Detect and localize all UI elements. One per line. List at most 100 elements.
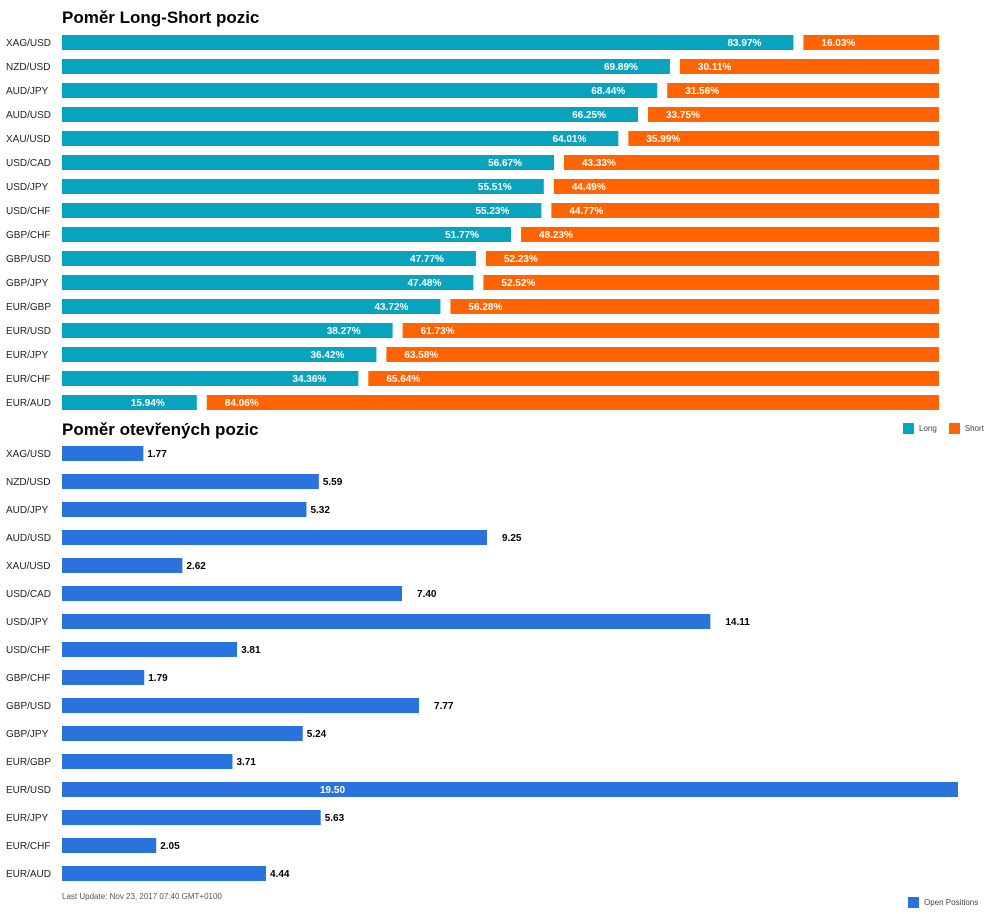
category-label-open-eur-usd: EUR/USD [6,785,51,796]
bar-open-gbp-usd [62,698,420,713]
bar-long-eur-jpy [62,347,377,362]
category-label-eur-chf: EUR/CHF [6,374,50,385]
bar-label-open-aud-usd: 9.25 [502,533,522,544]
bar-label-short-eur-aud: 84.06% [225,398,259,409]
category-label-open-eur-gbp: EUR/GBP [6,757,51,768]
category-label-usd-chf: USD/CHF [6,206,50,217]
bar-label-short-xag-usd: 16.03% [821,38,855,49]
bar-long-usd-chf [62,203,542,218]
bar-open-eur-jpy [62,810,321,825]
bar-label-short-gbp-usd: 52.23% [504,254,538,265]
bar-label-long-xag-usd: 83.97% [727,38,761,49]
bar-label-short-gbp-chf: 48.23% [539,230,573,241]
legend-label-open-positions: Open Positions [924,898,979,907]
bar-label-short-eur-usd: 61.73% [421,326,455,337]
bar-short-aud-usd [648,107,939,122]
bar-open-eur-usd [62,782,958,797]
bar-short-gbp-usd [485,251,939,266]
long-short-chart-title: Poměr Long-Short pozic [62,8,260,27]
bar-open-aud-jpy [62,502,307,517]
bar-open-eur-aud [62,866,267,881]
bar-label-long-usd-cad: 56.67% [488,158,522,169]
legend-label-short: Short [964,424,984,433]
category-label-open-eur-jpy: EUR/JPY [6,813,49,824]
bar-label-long-usd-chf: 55.23% [475,206,509,217]
category-label-open-xag-usd: XAG/USD [6,449,51,460]
bar-open-nzd-usd [62,474,319,489]
bar-label-open-eur-usd: 19.50 [320,785,345,796]
category-label-open-gbp-usd: GBP/USD [6,701,51,712]
legend-item-long: Long [903,423,937,434]
bar-short-usd-cad [563,155,939,170]
bar-label-long-gbp-jpy: 47.48% [407,278,441,289]
bar-open-usd-cad [62,586,403,601]
bar-label-open-xau-usd: 2.62 [186,561,206,572]
category-label-eur-jpy: EUR/JPY [6,350,49,361]
long-short-chart: XAG/USD 83.97% 16.03% NZD/USD 69.89% 30.11% AU… [6,35,940,410]
bar-open-aud-usd [62,530,488,545]
bar-label-long-eur-chf: 34.36% [292,374,326,385]
category-label-nzd-usd: NZD/USD [6,62,50,73]
bar-long-gbp-chf [62,227,512,242]
open-positions-legend: Open Positions [908,897,978,908]
bar-label-short-usd-chf: 44.77% [569,206,603,217]
bar-label-long-nzd-usd: 69.89% [604,62,638,73]
bar-label-long-eur-gbp: 43.72% [375,302,409,313]
bar-long-gbp-jpy [62,275,474,290]
bar-label-open-xag-usd: 1.77 [147,449,167,460]
legend-item-short: Short [948,423,984,434]
bar-label-open-usd-jpy: 14.11 [725,617,750,628]
bar-label-open-aud-jpy: 5.32 [310,505,330,516]
bar-label-long-eur-aud: 15.94% [131,398,165,409]
bar-label-short-eur-gbp: 56.28% [468,302,502,313]
bar-label-long-aud-jpy: 68.44% [591,86,625,97]
category-label-open-usd-chf: USD/CHF [6,645,50,656]
bar-label-long-aud-usd: 66.25% [572,110,606,121]
bar-short-eur-jpy [386,347,939,362]
bar-long-eur-usd [62,323,393,338]
bar-short-usd-jpy [553,179,939,194]
legend-swatch-open-positions [908,897,919,908]
bar-label-open-eur-aud: 4.44 [270,869,290,880]
bar-label-short-aud-jpy: 31.56% [685,86,719,97]
bar-label-short-usd-jpy: 44.49% [572,182,606,193]
bar-short-gbp-jpy [483,275,939,290]
open-positions-chart-title: Poměr otevřených pozic [62,420,259,439]
bar-long-usd-cad [62,155,554,170]
bar-open-eur-gbp [62,754,233,769]
bar-label-long-eur-jpy: 36.42% [310,350,344,361]
category-label-aud-jpy: AUD/JPY [6,86,49,97]
category-label-usd-jpy: USD/JPY [6,182,49,193]
bar-label-open-usd-chf: 3.81 [241,645,261,656]
bar-open-xau-usd [62,558,183,573]
category-label-open-eur-aud: EUR/AUD [6,869,51,880]
bar-label-long-gbp-chf: 51.77% [445,230,479,241]
bar-short-eur-chf [368,371,940,386]
bar-label-open-nzd-usd: 5.59 [323,477,343,488]
bar-long-eur-chf [62,371,359,386]
bar-long-gbp-usd [62,251,476,266]
category-label-open-aud-usd: AUD/USD [6,533,51,544]
last-update-note: Last Update: Nov 23, 2017 07:40 GMT+0100 [62,892,222,901]
bar-label-short-xau-usd: 35.99% [646,134,680,145]
legend-swatch-short [948,423,960,434]
legend-label-long: Long [919,424,937,433]
category-label-open-gbp-jpy: GBP/JPY [6,729,49,740]
category-label-eur-aud: EUR/AUD [6,398,51,409]
bar-long-nzd-usd [62,59,670,74]
category-label-xag-usd: XAG/USD [6,38,51,49]
open-positions-chart: XAG/USD 1.77 NZD/USD 5.59 AUD/JPY 5.32 AUD/USD… [6,446,958,881]
bar-label-short-eur-jpy: 63.58% [404,350,438,361]
category-label-open-aud-jpy: AUD/JPY [6,505,49,516]
bar-label-long-usd-jpy: 55.51% [478,182,512,193]
category-label-open-eur-chf: EUR/CHF [6,841,50,852]
long-short-legend: Long Short [903,423,987,434]
category-label-gbp-usd: GBP/USD [6,254,51,265]
bar-label-open-eur-jpy: 5.63 [325,813,345,824]
bar-label-open-gbp-usd: 7.77 [434,701,454,712]
bar-open-eur-chf [62,838,157,853]
category-label-eur-gbp: EUR/GBP [6,302,51,313]
bar-label-short-usd-cad: 43.33% [582,158,616,169]
bar-label-short-nzd-usd: 30.11% [698,62,731,73]
bar-short-usd-chf [551,203,939,218]
